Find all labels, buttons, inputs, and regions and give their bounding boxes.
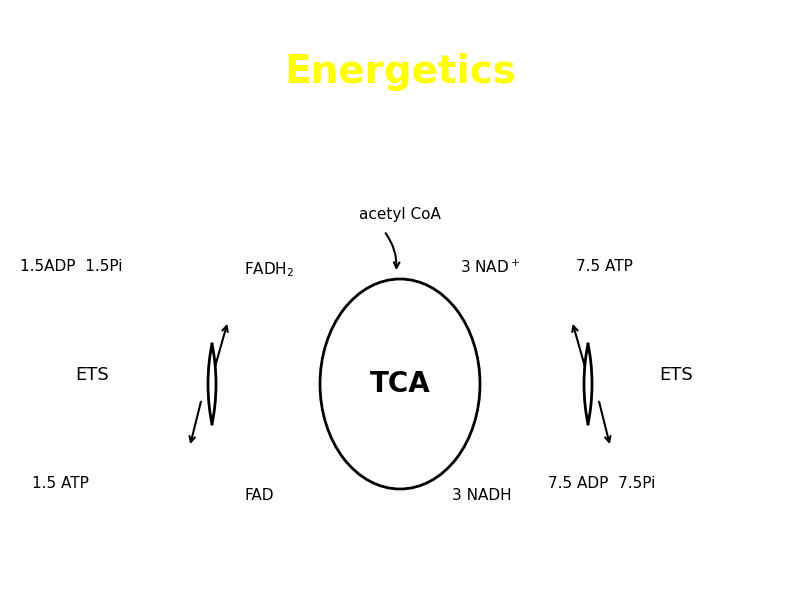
Text: 7.5 ATP: 7.5 ATP	[576, 259, 633, 274]
Text: 3 NAD$^+$: 3 NAD$^+$	[460, 259, 520, 275]
Text: ETS: ETS	[659, 366, 693, 384]
Text: 1.5ADP  1.5Pi: 1.5ADP 1.5Pi	[20, 259, 122, 274]
Text: 3 NADH: 3 NADH	[452, 487, 512, 503]
Text: 1.5 ATP: 1.5 ATP	[32, 475, 89, 491]
Text: 7.5 ADP  7.5Pi: 7.5 ADP 7.5Pi	[548, 475, 655, 491]
Text: FADH$_2$: FADH$_2$	[244, 260, 294, 280]
Text: FAD: FAD	[244, 487, 274, 503]
Text: ETS: ETS	[75, 366, 109, 384]
Text: TCA: TCA	[370, 370, 430, 398]
Text: acetyl CoA: acetyl CoA	[359, 207, 441, 222]
Text: Energetics: Energetics	[284, 53, 516, 91]
